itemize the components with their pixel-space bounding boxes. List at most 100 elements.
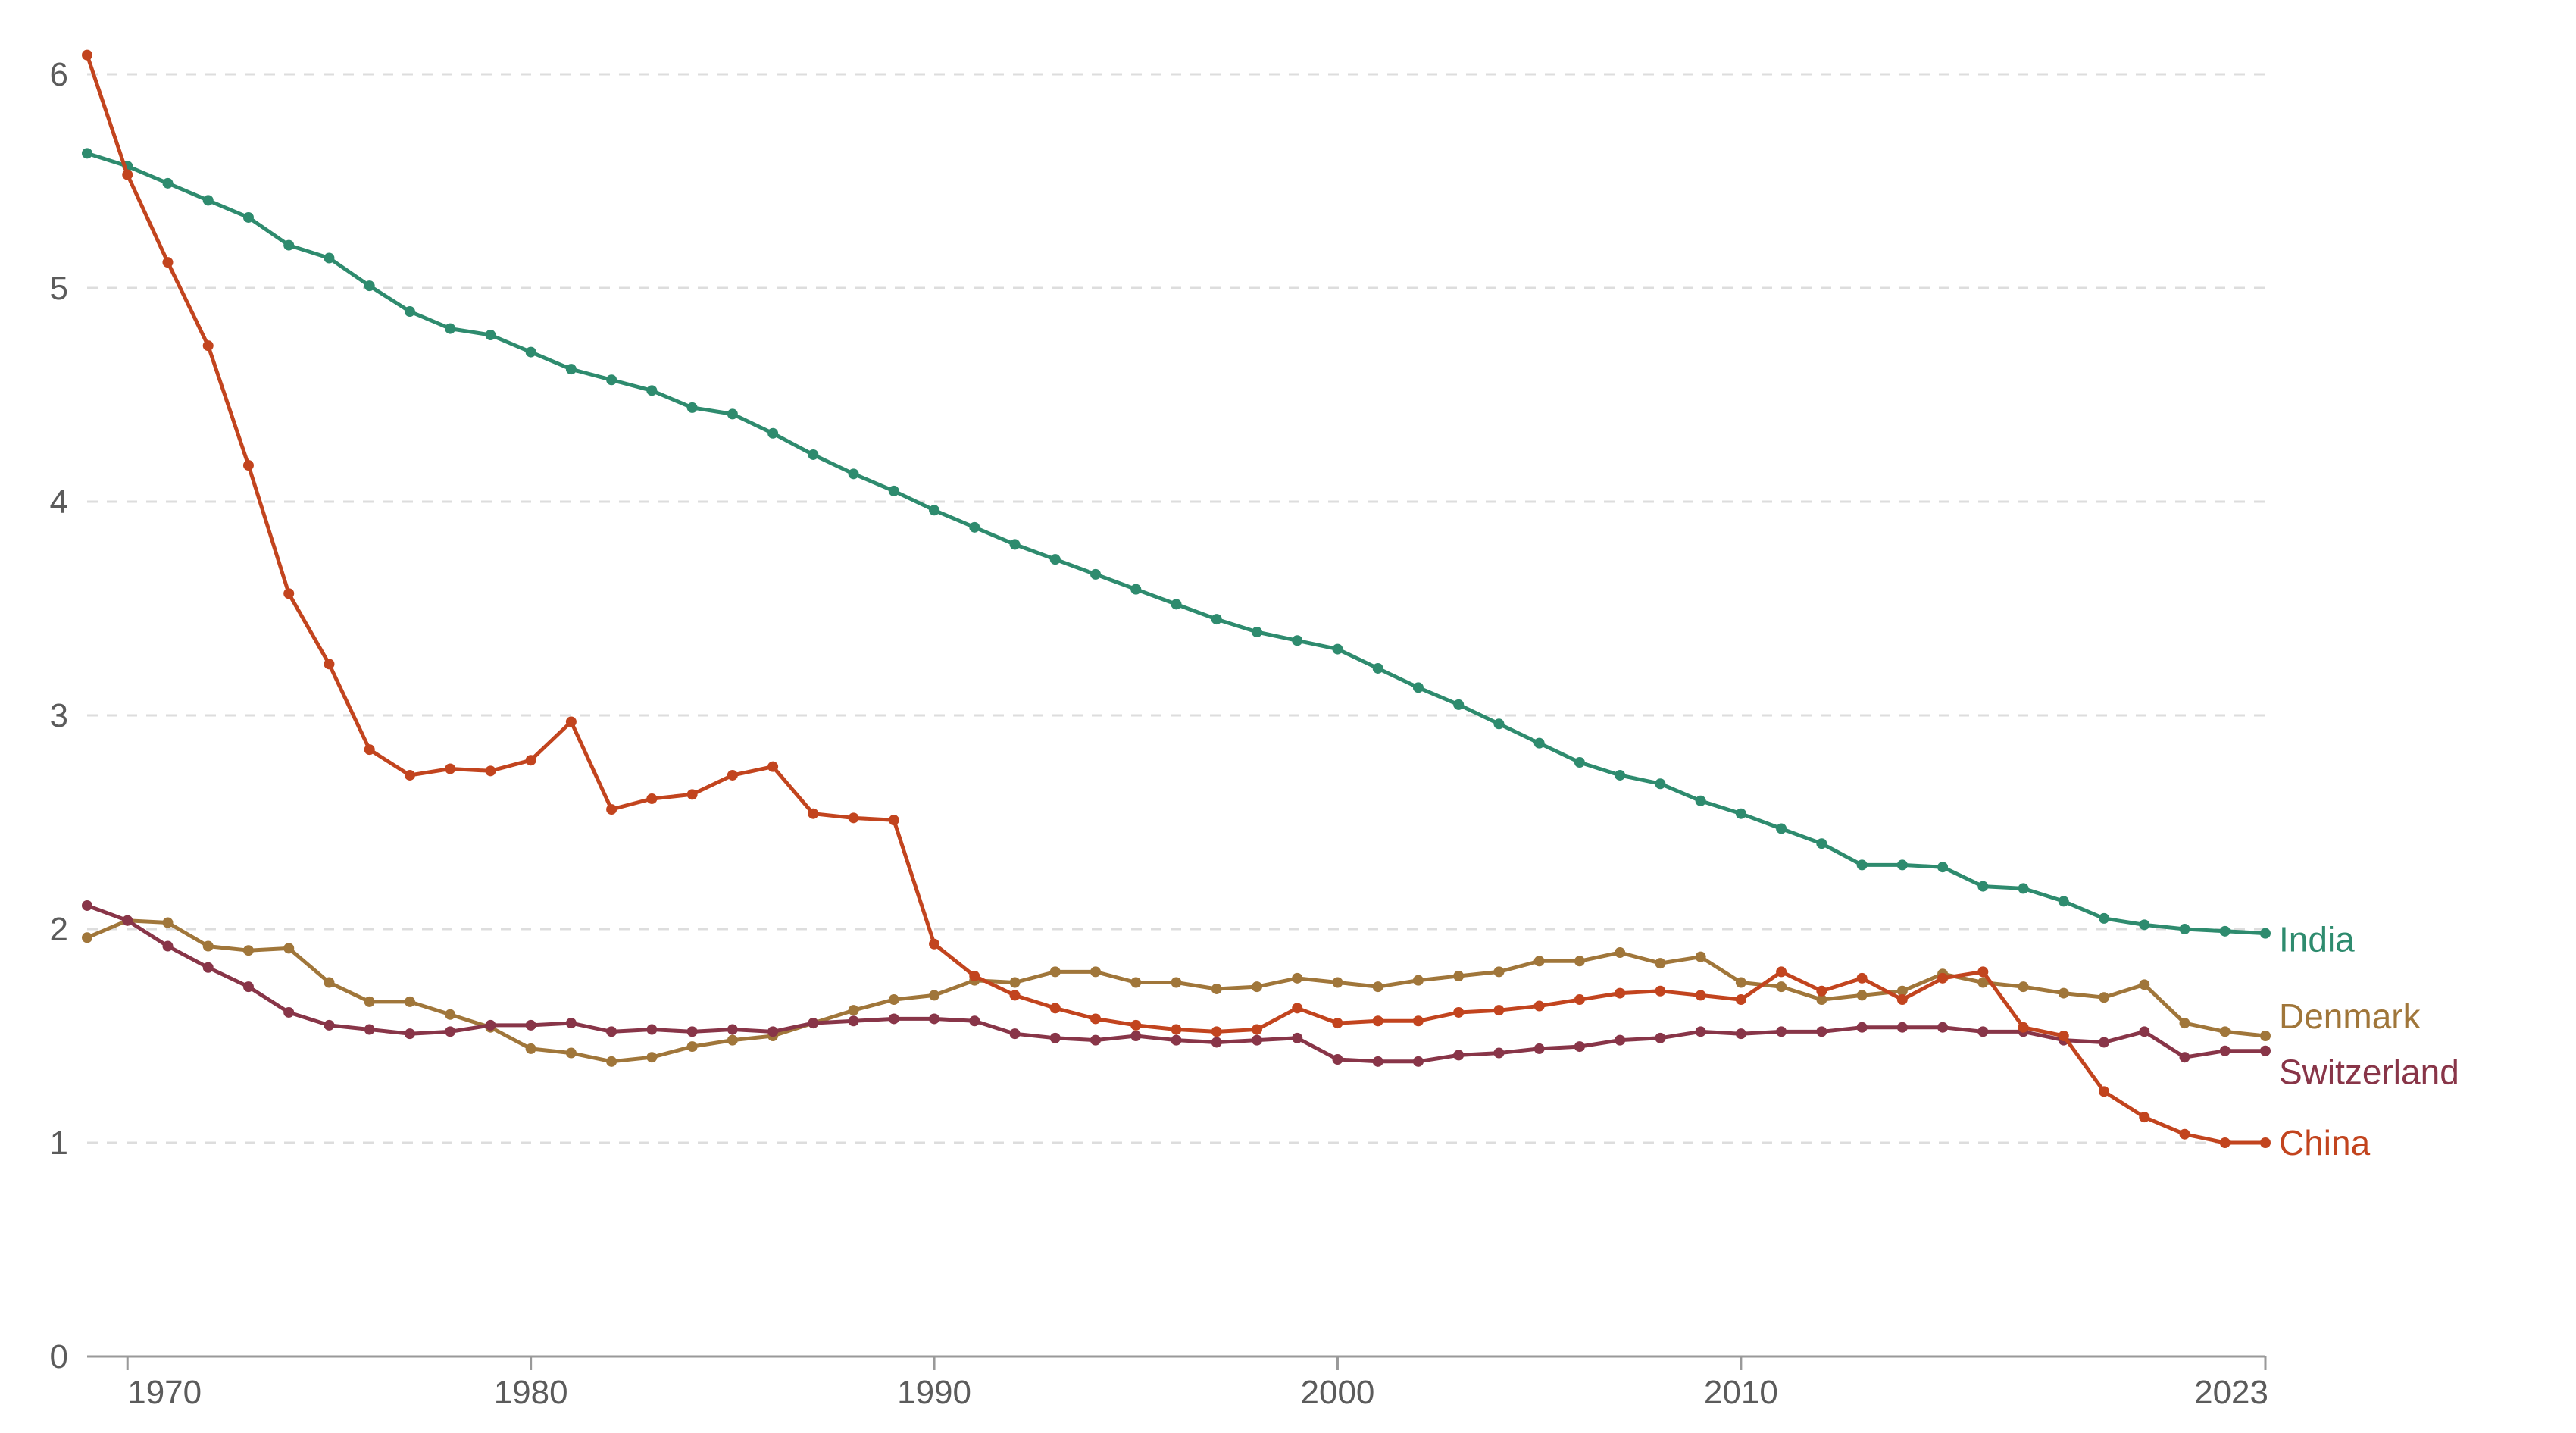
data-point [1009, 977, 1021, 988]
data-point [1615, 987, 1626, 999]
data-point [646, 385, 658, 396]
data-point [202, 940, 214, 952]
data-point [242, 945, 254, 956]
data-point [324, 252, 335, 264]
data-point [1615, 947, 1626, 959]
data-point [1332, 643, 1343, 655]
data-point [808, 449, 819, 460]
data-point [1937, 1022, 1949, 1033]
data-point [848, 1005, 859, 1016]
data-point [1574, 994, 1585, 1006]
data-point [1372, 981, 1383, 993]
data-point [1533, 737, 1545, 749]
data-point [2139, 979, 2150, 990]
data-point [2260, 1137, 2271, 1148]
data-point [1574, 956, 1585, 967]
data-point [525, 1043, 536, 1054]
data-point [1049, 966, 1061, 978]
data-point [1372, 662, 1383, 674]
y-tick-label: 2 [50, 911, 68, 948]
data-point [324, 1019, 335, 1031]
data-point [1574, 1041, 1585, 1053]
data-point [727, 1034, 738, 1046]
data-point [1171, 977, 1182, 988]
data-point [767, 761, 779, 772]
data-point [485, 765, 496, 777]
data-point [404, 769, 415, 781]
data-point [1493, 1005, 1505, 1016]
data-point [162, 917, 174, 928]
data-point [686, 789, 698, 800]
data-point [404, 1028, 415, 1040]
data-point [1816, 994, 1827, 1006]
series-labels: India Denmark Switzerland China [2279, 920, 2459, 1162]
data-point [1533, 1000, 1545, 1012]
series-points-china [82, 49, 2271, 1148]
data-point [1776, 966, 1787, 978]
data-point [1412, 682, 1424, 693]
data-point [1130, 1019, 1142, 1031]
data-point [1574, 757, 1585, 768]
data-point [1412, 975, 1424, 986]
data-point [565, 1047, 577, 1059]
data-point [2139, 1026, 2150, 1037]
data-point [1251, 981, 1262, 993]
data-point [2179, 1052, 2190, 1063]
data-point [1937, 972, 1949, 984]
data-point [1130, 584, 1142, 595]
data-point [2099, 1086, 2110, 1097]
data-point [283, 943, 295, 954]
data-point [1493, 966, 1505, 978]
data-point [162, 257, 174, 268]
data-point [1412, 1015, 1424, 1027]
data-point [1453, 699, 1465, 710]
data-point [929, 938, 940, 950]
data-point [888, 994, 899, 1006]
series-lines [82, 49, 2271, 1148]
data-point [1292, 1032, 1303, 1043]
x-tick-label: 2000 [1301, 1374, 1375, 1411]
data-point [122, 915, 133, 926]
data-point [2179, 924, 2190, 934]
data-point [1211, 983, 1222, 994]
data-point [606, 1026, 617, 1037]
data-point [1332, 1018, 1343, 1029]
data-point [1615, 1034, 1626, 1046]
data-point [1655, 1032, 1666, 1043]
data-point [82, 932, 92, 943]
data-point [848, 1015, 859, 1027]
data-point [888, 485, 899, 496]
data-point [1816, 1026, 1827, 1037]
data-point [1655, 985, 1666, 997]
data-point [122, 169, 133, 180]
data-point [606, 804, 617, 815]
series-label-india: India [2279, 920, 2355, 959]
data-point [1735, 1028, 1746, 1040]
data-point [364, 1024, 375, 1035]
series-line-india [85, 151, 2268, 936]
data-point [1009, 1028, 1021, 1040]
data-point [1412, 1056, 1424, 1067]
data-point [1977, 966, 1989, 978]
data-point [1453, 1006, 1465, 1018]
y-tick-label: 6 [50, 56, 68, 93]
data-point [1615, 769, 1626, 781]
data-point [767, 1026, 779, 1037]
data-point [1695, 951, 1706, 962]
data-point [1251, 1034, 1262, 1046]
data-point [445, 1009, 456, 1020]
data-point [202, 195, 214, 206]
data-point [1009, 539, 1021, 550]
data-point [2058, 1031, 2069, 1041]
data-point [1049, 1032, 1061, 1043]
data-point [1171, 1034, 1182, 1046]
y-tick-label: 1 [50, 1125, 68, 1162]
data-point [1211, 614, 1222, 625]
data-point [1776, 1026, 1787, 1037]
data-point [1896, 985, 1908, 997]
data-point [283, 239, 295, 251]
data-point [848, 468, 859, 480]
data-point [525, 1019, 536, 1031]
data-point [1776, 981, 1787, 993]
